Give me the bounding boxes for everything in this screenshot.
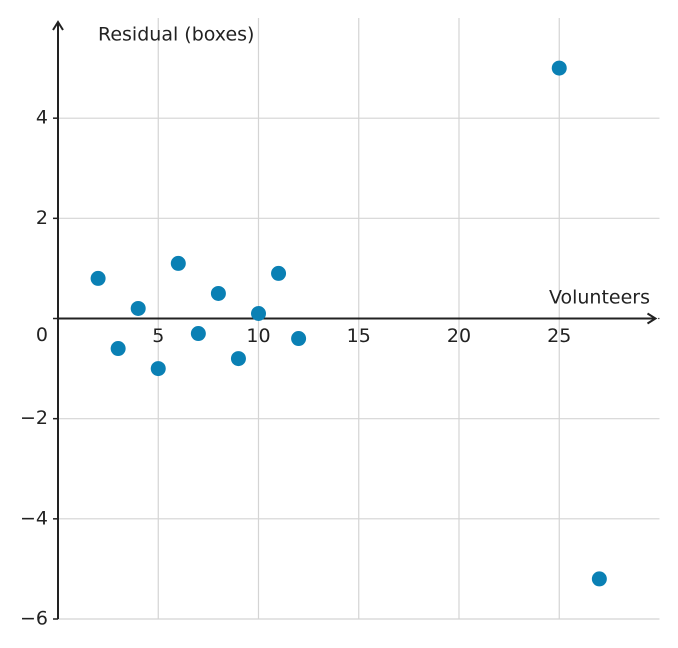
y-tick-label: −6 bbox=[20, 608, 48, 630]
point bbox=[210, 285, 226, 301]
y-tick-label: 4 bbox=[36, 107, 48, 129]
point bbox=[251, 305, 266, 321]
x-axis-label: Volunteers bbox=[549, 287, 650, 309]
point bbox=[551, 60, 567, 76]
y-tick-label: −2 bbox=[20, 407, 48, 429]
x-tick-label: 25 bbox=[547, 325, 571, 347]
x-tick-label: 15 bbox=[347, 325, 371, 347]
point bbox=[110, 341, 126, 357]
y-tick-label: 0 bbox=[36, 324, 48, 346]
point bbox=[90, 270, 106, 286]
point bbox=[291, 331, 307, 347]
y-tick-label: −4 bbox=[20, 507, 48, 529]
point bbox=[130, 300, 146, 316]
point bbox=[170, 255, 186, 271]
point bbox=[230, 351, 246, 367]
x-tick-label: 20 bbox=[447, 325, 471, 347]
axes bbox=[52, 20, 660, 620]
point bbox=[271, 265, 287, 281]
point bbox=[591, 571, 607, 587]
point bbox=[150, 361, 166, 377]
y-axis-label: Residual (boxes) bbox=[98, 24, 254, 46]
y-tick-label: 2 bbox=[36, 207, 48, 229]
point bbox=[190, 326, 206, 342]
x-tick-label: 5 bbox=[152, 325, 164, 347]
x-tick-label: 10 bbox=[246, 325, 270, 347]
